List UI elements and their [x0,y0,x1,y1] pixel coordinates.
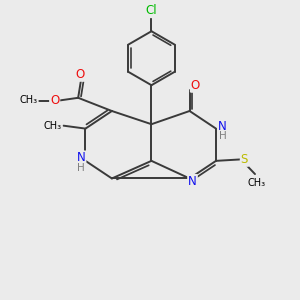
Text: S: S [241,153,248,166]
Text: N: N [188,175,197,188]
Text: O: O [191,79,200,92]
Text: O: O [50,94,59,107]
Text: N: N [218,120,227,133]
Text: CH₃: CH₃ [44,121,62,131]
Text: H: H [219,131,226,141]
Text: CH₃: CH₃ [20,95,38,105]
Text: Cl: Cl [146,4,157,17]
Text: H: H [77,163,85,173]
Text: O: O [75,68,84,81]
Text: N: N [77,152,85,164]
Text: CH₃: CH₃ [248,178,266,188]
